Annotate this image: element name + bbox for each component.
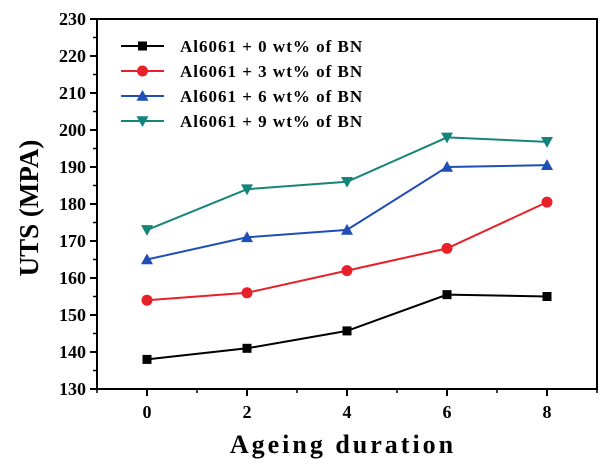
data-point bbox=[141, 294, 153, 306]
series-line bbox=[146, 201, 548, 302]
data-point bbox=[542, 292, 552, 301]
legend-item: Al6061 + 3 wt% of BN bbox=[121, 62, 363, 81]
series bbox=[141, 159, 553, 265]
data-point bbox=[342, 326, 352, 336]
y-tick-label: 200 bbox=[59, 120, 86, 140]
y-tick-label: 160 bbox=[59, 268, 86, 288]
legend-label: Al6061 + 6 wt% of BN bbox=[180, 87, 363, 106]
y-axis-title: UTS (MPA) bbox=[14, 140, 44, 277]
data-point bbox=[541, 137, 553, 148]
data-point bbox=[141, 253, 153, 265]
data-point bbox=[541, 196, 553, 208]
y-tick-label: 170 bbox=[59, 231, 86, 251]
legend-item: Al6061 + 6 wt% of BN bbox=[121, 87, 363, 106]
x-tick-label: 6 bbox=[443, 402, 452, 422]
y-tick-label: 150 bbox=[59, 305, 86, 325]
legend-label: Al6061 + 9 wt% of BN bbox=[180, 112, 363, 131]
y-tick-label: 210 bbox=[59, 83, 86, 103]
data-point bbox=[341, 223, 353, 235]
legend-item: Al6061 + 0 wt% of BN bbox=[121, 37, 363, 56]
data-point bbox=[541, 159, 553, 170]
y-tick-label: 190 bbox=[59, 157, 86, 177]
data-point bbox=[138, 41, 147, 51]
legend-item: Al6061 + 9 wt% of BN bbox=[121, 112, 363, 131]
x-tick-label: 4 bbox=[343, 402, 352, 422]
data-point bbox=[242, 343, 252, 353]
x-axis-title: Ageing duration bbox=[230, 430, 456, 459]
x-tick-label: 0 bbox=[143, 402, 152, 422]
data-point bbox=[241, 287, 253, 299]
data-point bbox=[241, 184, 253, 196]
legend-label: Al6061 + 0 wt% of BN bbox=[180, 37, 363, 56]
data-point bbox=[442, 290, 452, 300]
y-tick-label: 220 bbox=[59, 46, 86, 66]
data-point bbox=[441, 132, 453, 144]
y-tick-label: 130 bbox=[59, 379, 86, 399]
data-point bbox=[137, 65, 148, 77]
data-point bbox=[241, 231, 253, 243]
y-tick-label: 140 bbox=[59, 342, 86, 362]
data-point bbox=[441, 161, 453, 172]
data-point bbox=[136, 116, 149, 127]
data-point bbox=[441, 242, 453, 254]
y-tick-label: 180 bbox=[59, 194, 86, 214]
x-tick-label: 2 bbox=[243, 402, 252, 422]
legend-label: Al6061 + 3 wt% of BN bbox=[180, 62, 363, 81]
series bbox=[141, 196, 553, 306]
series bbox=[141, 132, 553, 236]
x-tick-label: 8 bbox=[543, 402, 552, 422]
data-point bbox=[142, 354, 152, 364]
series bbox=[142, 290, 552, 364]
data-point bbox=[341, 265, 353, 277]
data-point bbox=[341, 177, 353, 188]
data-point bbox=[141, 225, 153, 236]
data-point bbox=[136, 90, 149, 101]
y-tick-label: 230 bbox=[59, 9, 86, 29]
